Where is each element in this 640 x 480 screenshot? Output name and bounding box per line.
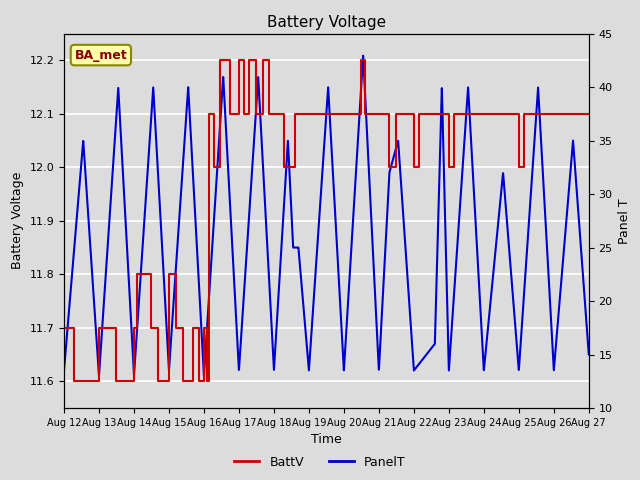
Title: Battery Voltage: Battery Voltage: [267, 15, 386, 30]
Y-axis label: Battery Voltage: Battery Voltage: [11, 172, 24, 269]
X-axis label: Time: Time: [311, 433, 342, 446]
Text: BA_met: BA_met: [74, 48, 127, 61]
Y-axis label: Panel T: Panel T: [618, 198, 631, 244]
Legend: BattV, PanelT: BattV, PanelT: [229, 451, 411, 474]
